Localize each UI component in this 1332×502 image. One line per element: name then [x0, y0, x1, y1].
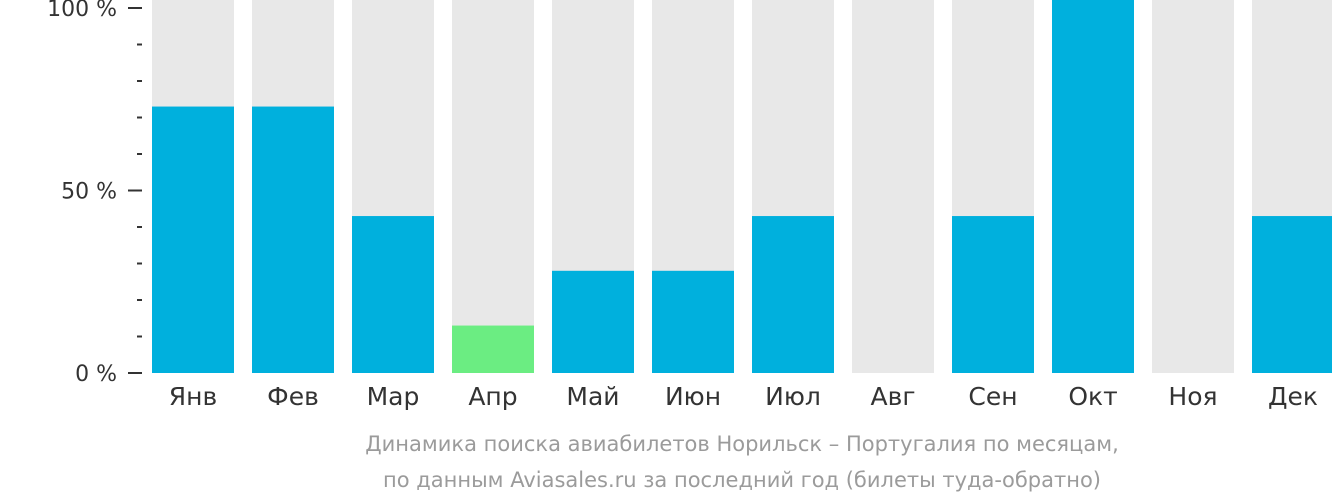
bar: [652, 270, 734, 373]
chart-caption-line-2: по данным Aviasales.ru за последний год …: [383, 468, 1101, 492]
y-tick-label: 0 %: [75, 362, 117, 387]
x-tick-label: Июл: [765, 382, 821, 411]
x-tick-label: Мар: [367, 382, 420, 411]
bar: [352, 216, 434, 373]
bar: [252, 106, 334, 374]
bar: [152, 106, 234, 374]
x-tick-label: Сен: [968, 382, 1017, 411]
bar-background: [852, 0, 934, 373]
value-bars: [152, 0, 1332, 374]
bar: [952, 216, 1034, 373]
x-tick-label: Окт: [1068, 382, 1117, 411]
bar-background: [1152, 0, 1234, 373]
x-tick-label: Май: [566, 382, 619, 411]
y-tick-label: 100 %: [47, 0, 117, 22]
x-tick-label: Фев: [267, 382, 319, 411]
bar: [552, 270, 634, 373]
bar: [752, 216, 834, 373]
x-tick-label: Авг: [871, 382, 916, 411]
x-tick-label: Апр: [468, 382, 517, 411]
bar: [1252, 216, 1332, 373]
x-tick-label: Дек: [1268, 382, 1318, 411]
x-axis: Янв Фев Мар Апр Май Июн Июл Авг Сен Окт Ноя Дек: [169, 382, 1318, 411]
y-tick-label: 50 %: [61, 180, 117, 205]
bar-background: [452, 0, 534, 373]
bar: [1052, 0, 1134, 373]
bar: [452, 325, 534, 373]
y-axis: 0 % 50 % 100 %: [47, 0, 142, 387]
x-tick-label: Янв: [169, 382, 217, 411]
x-tick-label: Ноя: [1168, 382, 1217, 411]
x-tick-label: Июн: [665, 382, 721, 411]
chart-caption-line-1: Динамика поиска авиабилетов Норильск – П…: [365, 432, 1119, 456]
